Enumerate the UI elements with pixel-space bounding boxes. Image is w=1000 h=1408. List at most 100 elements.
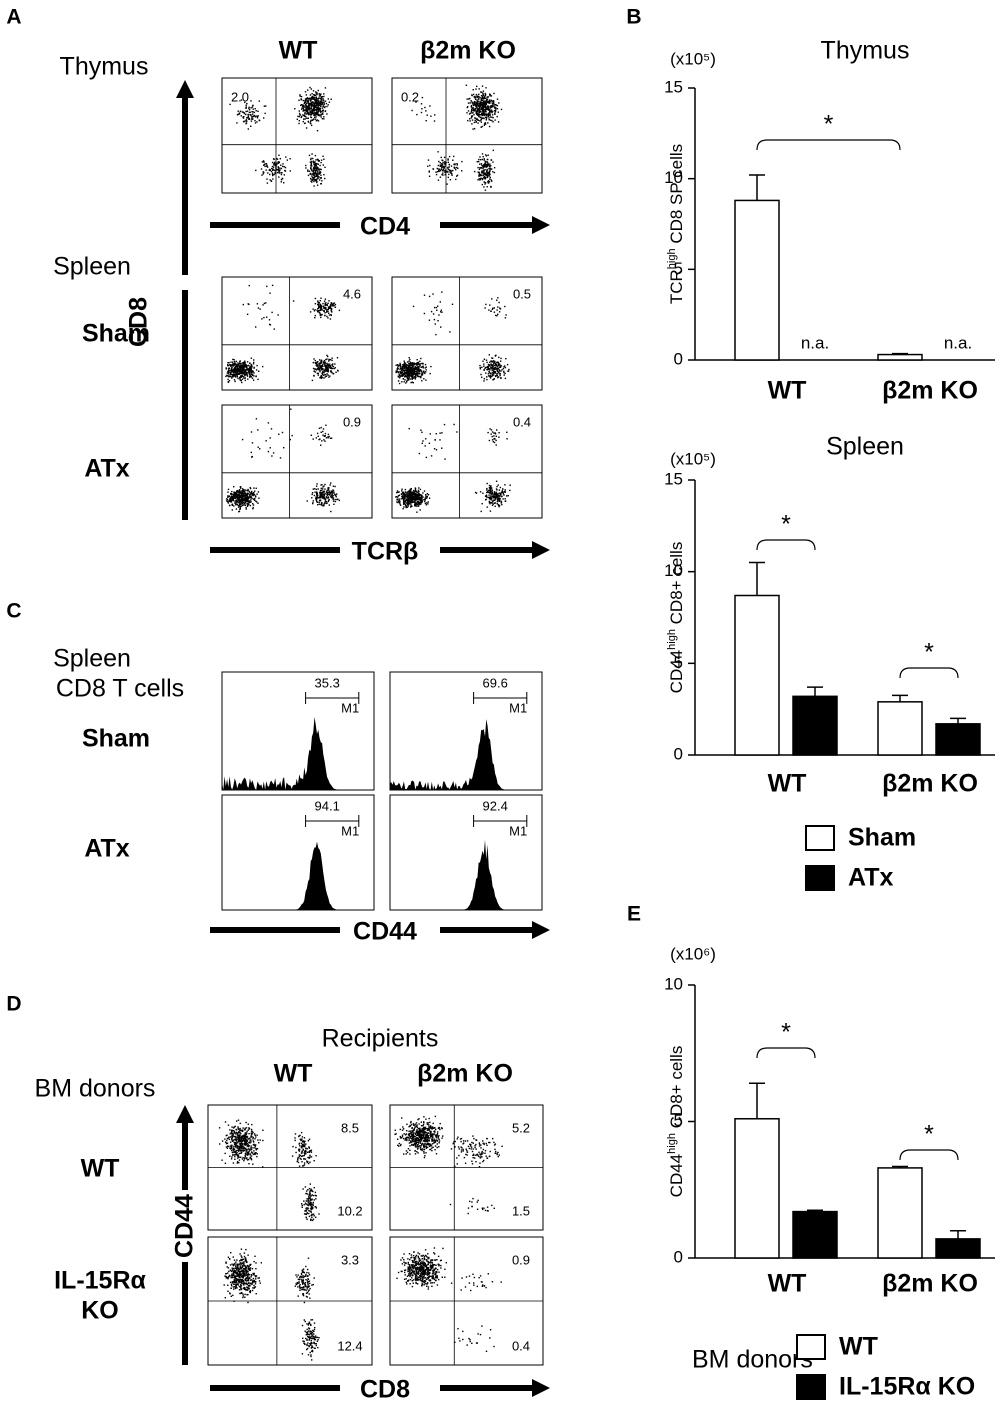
- event-dot: [410, 488, 412, 490]
- event-dot: [452, 159, 454, 161]
- event-dot: [234, 1151, 236, 1153]
- event-dot: [272, 178, 274, 180]
- event-dot: [247, 378, 249, 380]
- event-dot: [490, 159, 493, 161]
- event-dot: [251, 371, 253, 374]
- event-dot: [247, 1148, 249, 1150]
- event-dot: [243, 1140, 246, 1143]
- event-dot: [241, 372, 243, 375]
- event-dot: [489, 366, 492, 368]
- event-dot: [318, 103, 321, 105]
- event-dot: [334, 304, 337, 306]
- event-dot: [244, 360, 246, 362]
- event-dot: [323, 372, 325, 374]
- event-dot: [323, 307, 325, 310]
- event-dot: [245, 1157, 247, 1160]
- event-dot: [306, 117, 308, 119]
- event-dot: [226, 1142, 229, 1144]
- event-dot: [496, 485, 498, 488]
- event-dot: [235, 1128, 237, 1131]
- event-dot: [310, 114, 312, 116]
- event-dot: [301, 1150, 303, 1152]
- event-dot: [245, 110, 247, 113]
- event-dot: [247, 364, 249, 367]
- event-dot: [442, 172, 444, 174]
- event-dot: [490, 185, 492, 188]
- event-dot: [265, 105, 267, 107]
- event-dot: [504, 317, 507, 319]
- event-dot: [243, 498, 245, 500]
- event-dot: [277, 168, 280, 171]
- event-dot: [441, 159, 443, 161]
- event-dot: [437, 305, 439, 307]
- event-dot: [325, 491, 328, 493]
- event-dot: [241, 371, 244, 374]
- event-dot: [326, 502, 328, 504]
- event-dot: [309, 100, 312, 102]
- event-dot: [279, 167, 281, 169]
- event-dot: [225, 500, 228, 502]
- event-dot: [484, 111, 487, 113]
- event-dot: [416, 359, 418, 361]
- event-dot: [469, 120, 471, 122]
- event-dot: [413, 373, 415, 375]
- event-dot: [231, 1146, 233, 1148]
- event-dot: [257, 307, 260, 309]
- event-dot: [250, 373, 253, 376]
- event-dot: [413, 363, 416, 365]
- event-dot: [277, 162, 280, 164]
- event-dot: [506, 431, 508, 433]
- event-dot: [321, 372, 324, 374]
- event-dot: [228, 500, 230, 502]
- event-dot: [301, 115, 303, 118]
- event-dot: [319, 364, 321, 366]
- event-dot: [482, 99, 484, 102]
- event-dot: [321, 369, 323, 371]
- event-dot: [402, 501, 405, 503]
- event-dot: [303, 1164, 306, 1166]
- event-dot: [316, 309, 318, 312]
- event-dot: [307, 1198, 309, 1200]
- event-dot: [328, 312, 330, 314]
- event-dot: [417, 501, 419, 503]
- event-dot: [229, 375, 232, 378]
- event-dot: [402, 508, 404, 510]
- event-dot: [310, 167, 312, 169]
- event-dot: [244, 368, 246, 371]
- event-dot: [318, 438, 320, 441]
- event-dot: [473, 109, 476, 111]
- event-dot: [488, 309, 490, 311]
- event-dot: [310, 107, 313, 110]
- event-dot: [480, 98, 483, 100]
- event-dot: [404, 497, 406, 500]
- event-dot: [304, 113, 306, 115]
- event-dot: [225, 368, 227, 370]
- event-dot: [304, 118, 306, 120]
- event-dot: [250, 107, 252, 109]
- event-dot: [499, 498, 501, 500]
- event-dot: [433, 120, 436, 122]
- event-dot: [489, 496, 491, 498]
- event-dot: [317, 171, 319, 173]
- event-dot: [332, 500, 335, 502]
- event-dot: [244, 1148, 246, 1150]
- event-dot: [486, 491, 488, 494]
- event-dot: [245, 1147, 247, 1149]
- event-dot: [232, 1132, 234, 1135]
- event-dot: [321, 96, 323, 98]
- event-dot: [407, 505, 410, 507]
- event-dot: [492, 495, 494, 497]
- event-dot: [307, 106, 309, 109]
- event-dot: [237, 504, 240, 507]
- event-dot: [455, 168, 457, 171]
- event-dot: [334, 367, 336, 369]
- event-dot: [236, 1141, 239, 1143]
- event-dot: [252, 1136, 254, 1139]
- event-dot: [325, 307, 327, 309]
- event-dot: [233, 493, 235, 495]
- event-dot: [330, 370, 332, 372]
- event-dot: [432, 293, 434, 295]
- event-dot: [306, 500, 308, 502]
- event-dot: [262, 1139, 264, 1142]
- event-dot: [317, 103, 319, 105]
